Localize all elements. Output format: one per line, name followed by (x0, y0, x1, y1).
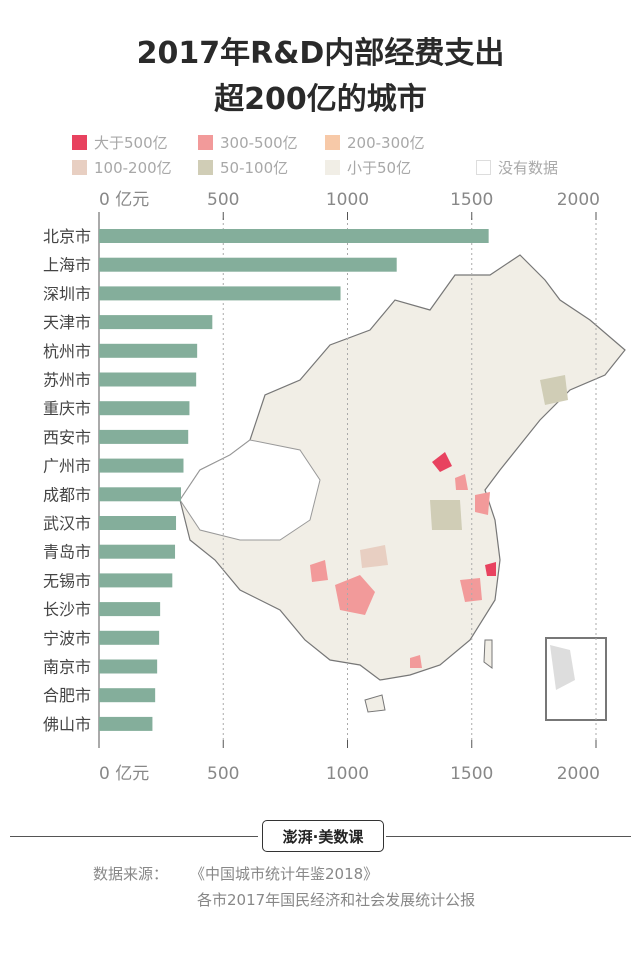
x-tick-label-bottom: 0 亿元 (99, 764, 149, 784)
bar (99, 716, 153, 731)
legend-swatch (72, 135, 87, 150)
legend-label: 小于50亿 (347, 159, 412, 177)
map-region-beijing (432, 452, 452, 472)
x-tick-label-bottom: 1500 (450, 764, 493, 784)
legend-swatch (325, 160, 340, 175)
legend-label: 100-200亿 (94, 159, 172, 177)
map-region-chongqing (335, 575, 375, 615)
bar (99, 516, 177, 530)
legend-item: 200-300亿 (325, 132, 425, 153)
china-map (179, 254, 626, 721)
map-region-shanghai (485, 562, 496, 576)
legend-swatch (72, 160, 87, 175)
map-region-henan (430, 500, 462, 530)
legend-swatch (198, 135, 213, 150)
source-label: 数据来源： (93, 865, 169, 883)
map-region-shenzhen (410, 655, 422, 668)
legend-item: 小于50亿 (325, 157, 411, 178)
bar (99, 458, 184, 473)
logo: 澎湃·美数课 (262, 820, 384, 852)
bar (99, 659, 158, 674)
x-tick-label-bottom: 2000 (557, 764, 600, 784)
footer-divider-right (386, 836, 631, 837)
legend-item: 大于500亿 (72, 132, 168, 153)
category-label: 天津市 (43, 313, 91, 332)
bar (99, 229, 489, 243)
bar (99, 315, 213, 330)
legend-swatch (325, 135, 340, 150)
bar (99, 487, 182, 502)
legend-label: 50-100亿 (220, 159, 289, 177)
x-tick-label-top: 0 亿元 (99, 190, 149, 210)
category-label: 北京市 (43, 227, 91, 246)
bar (99, 573, 173, 588)
map-taiwan (483, 639, 493, 669)
legend-swatch (476, 160, 491, 175)
footer-divider-left (10, 836, 258, 837)
legend-item: 300-500亿 (198, 132, 298, 153)
x-tick-label-bottom: 500 (207, 764, 239, 784)
map-region-tianjin (455, 474, 468, 490)
map-region-mid (360, 545, 388, 568)
chart-title-line1: 2017年R&D内部经费支出 (136, 36, 505, 71)
map-mainland (179, 254, 626, 681)
legend-item: 没有数据 (476, 157, 558, 178)
category-label: 上海市 (43, 256, 91, 275)
bar (99, 286, 341, 301)
bar (99, 429, 189, 444)
legend-label: 200-300亿 (347, 134, 425, 152)
bar (99, 372, 197, 387)
bar (99, 343, 198, 358)
category-label: 青岛市 (43, 543, 91, 562)
x-tick-label-top: 2000 (557, 190, 600, 210)
legend-label: 没有数据 (498, 159, 559, 177)
map-hainan (364, 694, 386, 713)
category-label: 南京市 (43, 658, 91, 677)
chart-title-line2: 超200亿的城市 (214, 82, 427, 117)
legend-swatch (198, 160, 213, 175)
bar (99, 688, 156, 703)
x-tick-label-top: 1500 (450, 190, 493, 210)
source-line2: 各市2017年国民经济和社会发展统计公报 (197, 891, 476, 909)
bar (99, 630, 160, 645)
category-label: 深圳市 (43, 284, 91, 303)
x-tick-label-top: 500 (207, 190, 239, 210)
bar (99, 257, 397, 272)
category-label: 西安市 (43, 428, 91, 447)
map-region-heilongjiang (540, 375, 568, 405)
category-label: 重庆市 (43, 399, 91, 418)
map-region-sichuan (310, 560, 328, 582)
category-label: 宁波市 (43, 629, 91, 648)
x-tick-label-top: 1000 (326, 190, 369, 210)
legend-item: 100-200亿 (72, 157, 172, 178)
legend-label: 大于500亿 (94, 134, 168, 152)
legend-item: 50-100亿 (198, 157, 288, 178)
category-label: 苏州市 (43, 371, 91, 390)
bar (99, 544, 176, 559)
category-label: 杭州市 (43, 342, 91, 361)
category-label: 长沙市 (43, 600, 91, 619)
map-region-jiangsu (460, 578, 482, 602)
map-no-data-region (179, 439, 321, 541)
bar-chart: 北京市上海市深圳市天津市杭州市苏州市重庆市西安市广州市成都市武汉市青岛市无锡市长… (43, 190, 626, 784)
map-region-shandong (475, 492, 490, 515)
category-label: 合肥市 (43, 686, 91, 705)
bar (99, 401, 190, 416)
category-label: 佛山市 (43, 715, 91, 734)
category-label: 广州市 (43, 457, 91, 476)
legend-label: 300-500亿 (220, 134, 298, 152)
source-line1: 《中国城市统计年鉴2018》 (190, 865, 379, 883)
bar (99, 602, 161, 617)
x-tick-label-bottom: 1000 (326, 764, 369, 784)
category-label: 成都市 (43, 485, 91, 504)
category-label: 武汉市 (43, 514, 91, 533)
category-label: 无锡市 (43, 571, 91, 590)
